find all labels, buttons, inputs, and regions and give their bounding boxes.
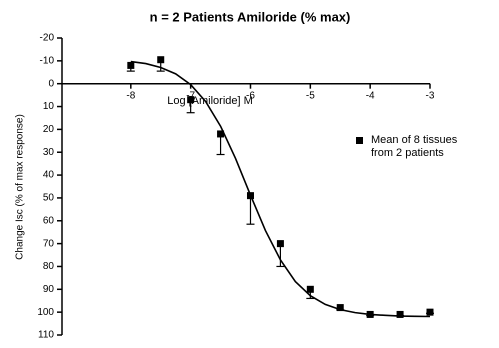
y-tick-label: 80 — [43, 261, 55, 272]
legend-label: Mean of 8 tissues from 2 patients — [371, 134, 458, 159]
data-point — [396, 310, 404, 318]
data-point — [217, 130, 225, 138]
y-tick-label: -10 — [40, 55, 55, 66]
y-tick-label: 110 — [38, 330, 54, 341]
data-point — [366, 310, 374, 318]
x-tick-label: -8 — [126, 90, 135, 101]
data-point — [276, 240, 284, 248]
y-tick-label: -20 — [40, 33, 55, 44]
y-tick-label: 100 — [37, 307, 54, 318]
legend: Mean of 8 tissues from 2 patients — [356, 134, 478, 160]
legend-swatch — [356, 137, 363, 144]
x-tick-label: -6 — [246, 90, 255, 101]
y-tick-label: 20 — [43, 124, 55, 135]
x-tick-label: -4 — [366, 90, 375, 101]
data-point — [306, 285, 314, 293]
y-tick-label: 10 — [43, 101, 55, 112]
data-point — [246, 192, 254, 200]
data-point — [336, 304, 344, 312]
y-tick-label: 70 — [43, 238, 55, 249]
y-tick-label: 40 — [43, 170, 55, 181]
y-tick-label: 90 — [43, 284, 55, 295]
data-point — [157, 56, 165, 64]
x-tick-label: -7 — [186, 90, 195, 101]
y-tick-label: 50 — [43, 193, 55, 204]
y-tick-label: 30 — [43, 147, 55, 158]
x-tick-label: -5 — [306, 90, 315, 101]
y-tick-label: 0 — [48, 78, 54, 89]
data-point — [426, 308, 434, 316]
chart-title: n = 2 Patients Amiloride (% max) — [150, 9, 351, 24]
data-point — [127, 61, 135, 69]
y-axis-label: Change Isc (% of max response) — [15, 114, 26, 260]
y-tick-label: 60 — [43, 215, 55, 226]
x-axis-label: Log [Amiloride] M — [167, 95, 253, 107]
x-tick-label: -3 — [426, 90, 435, 101]
data-point — [187, 96, 195, 104]
